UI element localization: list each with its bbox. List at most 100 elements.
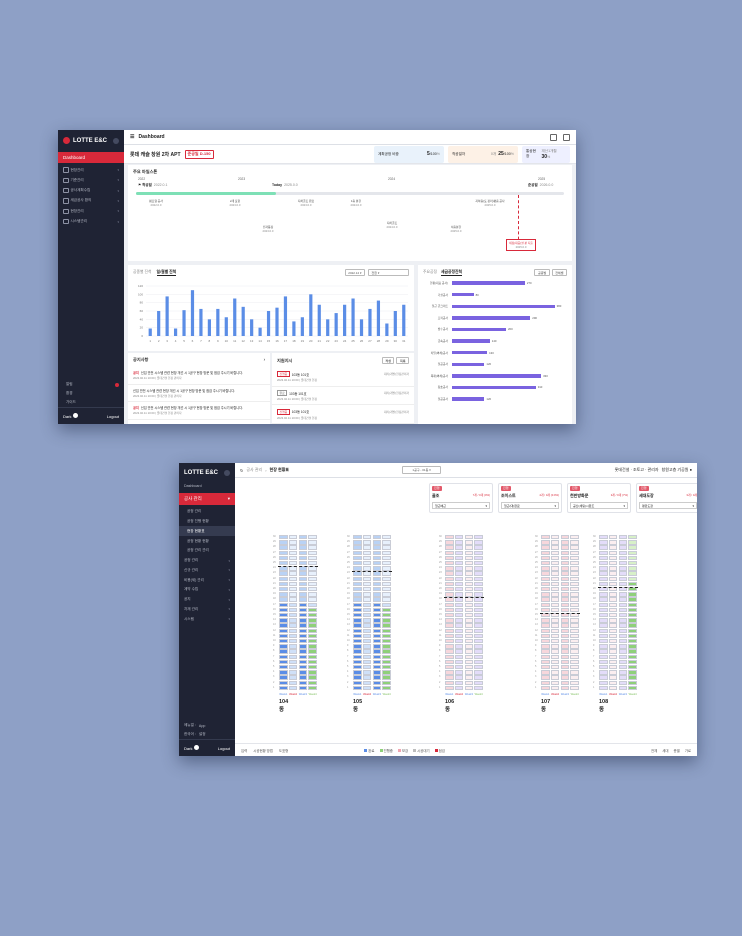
unit-cell[interactable] [454, 566, 464, 571]
unit-cell[interactable] [362, 566, 372, 571]
unit-cell[interactable] [288, 607, 298, 613]
view-option-2[interactable]: 층별 [673, 748, 680, 753]
unit-cell[interactable] [279, 581, 288, 587]
unit-cell[interactable] [279, 665, 288, 670]
unit-cell[interactable] [288, 571, 298, 576]
unit-cell[interactable] [560, 649, 570, 654]
unit-cell[interactable] [298, 675, 308, 680]
unit-cell[interactable] [382, 540, 391, 545]
bar[interactable] [199, 309, 203, 337]
unit-cell[interactable] [372, 592, 382, 597]
unit-cell[interactable] [541, 555, 550, 561]
unit-cell[interactable] [445, 592, 454, 597]
unit-cell[interactable] [608, 654, 618, 659]
unit-cell[interactable] [382, 623, 391, 628]
unit-cell[interactable] [382, 566, 391, 571]
unit-cell[interactable] [445, 675, 454, 680]
unit-cell[interactable] [560, 680, 570, 685]
rank-bar[interactable] [452, 385, 536, 390]
unit-cell[interactable] [599, 607, 608, 613]
unit-cell[interactable] [570, 587, 579, 592]
unit-cell[interactable] [608, 535, 618, 540]
unit-cell[interactable] [454, 550, 464, 555]
unit-cell[interactable] [298, 628, 308, 633]
unit-cell[interactable] [372, 587, 382, 592]
unit-cell[interactable] [298, 545, 308, 550]
manual-row[interactable]: 메뉴얼 : App [184, 723, 206, 728]
unit-cell[interactable] [618, 680, 628, 685]
unit-cell[interactable] [362, 561, 372, 566]
unit-cell[interactable] [628, 618, 637, 623]
bar[interactable] [385, 323, 389, 337]
unit-cell[interactable] [372, 535, 382, 540]
unit-cell[interactable] [618, 633, 628, 639]
unit-cell[interactable] [464, 576, 474, 581]
unit-cell[interactable] [541, 675, 550, 680]
bar[interactable] [317, 304, 321, 337]
unit-cell[interactable] [288, 576, 298, 581]
unit-cell[interactable] [308, 587, 317, 592]
unit-cell[interactable] [541, 633, 550, 639]
logout-button-2[interactable]: Logout [217, 745, 230, 751]
unit-cell[interactable] [298, 649, 308, 654]
unit-cell[interactable] [474, 571, 483, 576]
unit-cell[interactable] [464, 602, 474, 607]
unit-cell[interactable] [288, 587, 298, 592]
unit-cell[interactable] [362, 550, 372, 555]
unit-cell[interactable] [445, 644, 454, 649]
bar[interactable] [351, 298, 355, 337]
unit-cell[interactable] [445, 613, 454, 618]
unit-cell[interactable] [608, 618, 618, 623]
unit-cell[interactable] [372, 566, 382, 571]
nav2-item-4[interactable]: 공지 ▾ [184, 597, 230, 602]
unit-cell[interactable] [288, 602, 298, 607]
milestone-flag-box[interactable]: 세정(대공)설 분 지출 2025.0.0 [506, 239, 537, 251]
unit-cell[interactable] [382, 639, 391, 644]
unit-cell[interactable] [454, 571, 464, 576]
nav-item-3[interactable]: 세금공사 환의 ▾ [58, 196, 124, 206]
unit-cell[interactable] [618, 613, 628, 618]
unit-cell[interactable] [382, 680, 391, 685]
unit-cell[interactable] [464, 566, 474, 571]
sidebar-toggle-icon[interactable] [113, 137, 119, 144]
bar[interactable] [343, 304, 347, 337]
rank-bar[interactable] [452, 351, 488, 355]
unit-cell[interactable] [454, 618, 464, 623]
unit-cell[interactable] [362, 639, 372, 644]
unit-cell[interactable] [560, 685, 570, 691]
unit-cell[interactable] [550, 540, 560, 545]
unit-cell[interactable] [445, 566, 454, 571]
rank-bar[interactable] [452, 316, 531, 320]
unit-cell[interactable] [353, 576, 362, 581]
unit-cell[interactable] [454, 587, 464, 592]
unit-cell[interactable] [608, 639, 618, 644]
unit-cell[interactable] [298, 659, 308, 665]
unit-cell[interactable] [279, 623, 288, 628]
unit-cell[interactable] [599, 566, 608, 571]
unit-cell[interactable] [599, 644, 608, 649]
unit-cell[interactable] [550, 675, 560, 680]
nav2-item-1[interactable]: 신규 관리 ▾ [184, 567, 230, 573]
unit-cell[interactable] [474, 628, 483, 633]
unit-cell[interactable] [362, 592, 372, 597]
sub-nav-item-4[interactable]: 공정 관리 관리 [187, 548, 209, 553]
unit-cell[interactable] [474, 561, 483, 566]
unit-cell[interactable] [298, 550, 308, 555]
unit-cell[interactable] [454, 639, 464, 644]
unit-cell[interactable] [298, 602, 308, 607]
unit-cell[interactable] [362, 587, 372, 592]
unit-cell[interactable] [618, 607, 628, 613]
unit-cell[interactable] [570, 540, 579, 545]
unit-cell[interactable] [308, 576, 317, 581]
unit-cell[interactable] [382, 607, 391, 613]
unit-cell[interactable] [308, 665, 317, 670]
nav-dashboard-2[interactable]: Dashboard [184, 484, 202, 489]
unit-cell[interactable] [608, 566, 618, 571]
unit-cell[interactable] [382, 628, 391, 633]
instruction-row[interactable]: 진행중 103동 101호 대리(개발)현장관리자 2023.02.11 10:00 … [272, 368, 414, 387]
unit-cell[interactable] [372, 581, 382, 587]
unit-cell[interactable] [372, 555, 382, 561]
unit-cell[interactable] [560, 597, 570, 602]
year-select[interactable]: 2022.12 ▾ [344, 269, 365, 277]
unit-cell[interactable] [550, 592, 560, 597]
